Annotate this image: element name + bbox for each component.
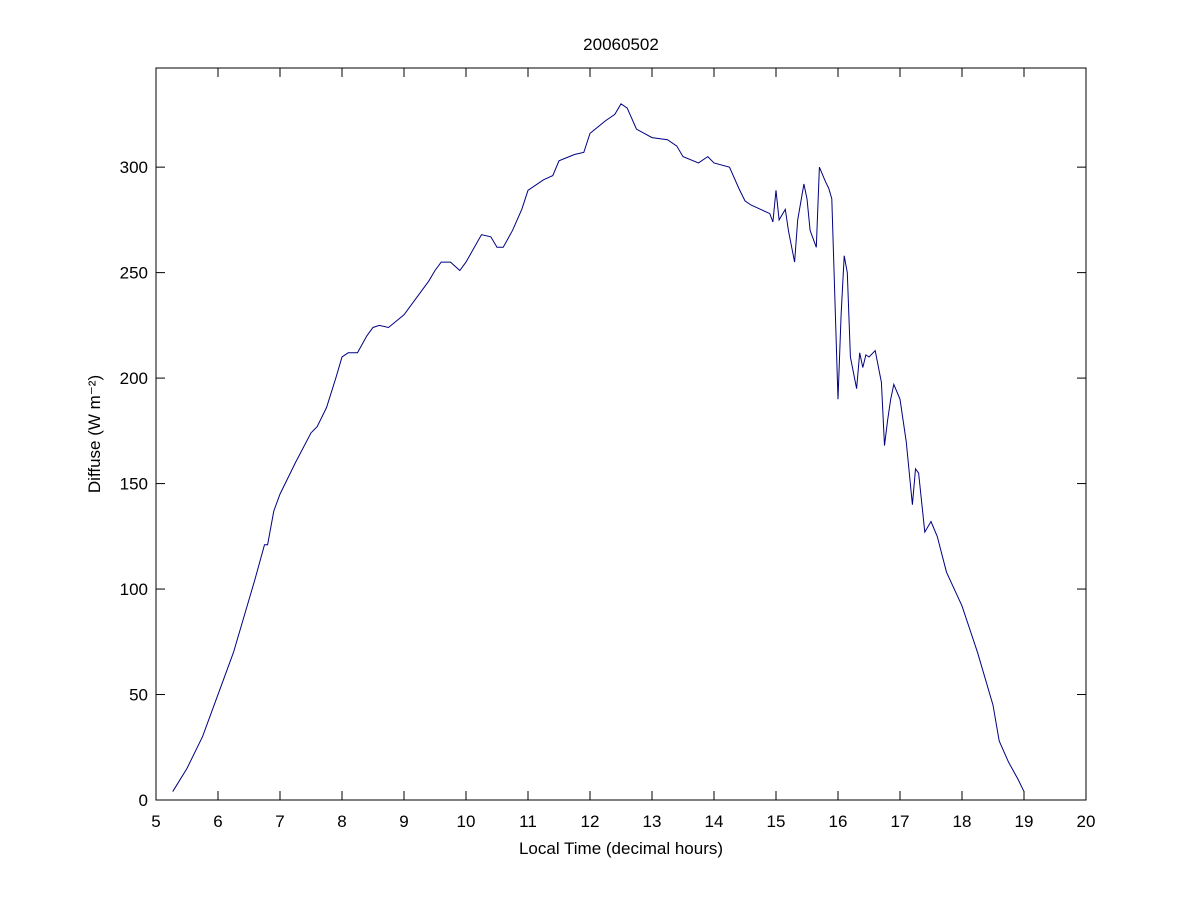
x-tick-label: 10: [457, 812, 476, 831]
x-tick-label: 9: [399, 812, 408, 831]
x-axis-label: Local Time (decimal hours): [519, 839, 723, 858]
x-tick-label: 5: [151, 812, 160, 831]
y-tick-label: 0: [139, 791, 148, 810]
x-tick-label: 8: [337, 812, 346, 831]
y-axis-label: Diffuse (W m⁻²): [85, 375, 104, 493]
x-tick-label: 18: [953, 812, 972, 831]
x-tick-label: 11: [519, 812, 537, 831]
x-tick-label: 14: [705, 812, 724, 831]
x-tick-label: 6: [213, 812, 222, 831]
chart-title: 20060502: [583, 35, 659, 54]
y-tick-label: 250: [120, 264, 148, 283]
x-tick-label: 16: [829, 812, 848, 831]
plot-box: [155, 67, 1087, 801]
x-tick-label: 13: [643, 812, 662, 831]
x-tick-label: 15: [767, 812, 786, 831]
data-line: [172, 103, 1025, 792]
y-tick-label: 100: [120, 580, 148, 599]
x-tick-label: 17: [891, 812, 910, 831]
x-tick-label: 20: [1077, 812, 1096, 831]
y-tick-label: 150: [120, 475, 148, 494]
x-tick-label: 12: [581, 812, 600, 831]
y-tick-label: 300: [120, 158, 148, 177]
y-tick-label: 50: [129, 686, 148, 705]
x-tick-label: 19: [1015, 812, 1034, 831]
y-tick-label: 200: [120, 369, 148, 388]
x-tick-label: 7: [275, 812, 284, 831]
